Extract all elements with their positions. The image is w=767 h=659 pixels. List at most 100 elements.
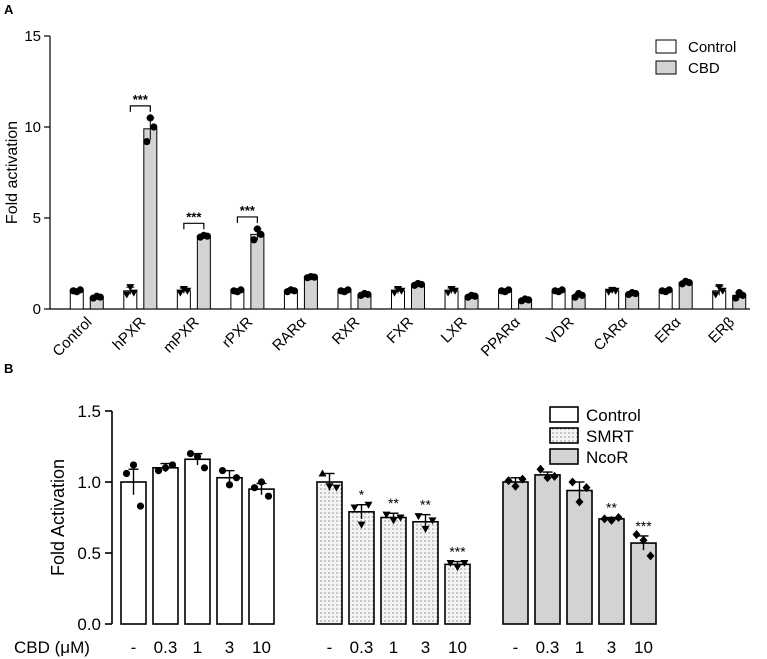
b-bar-ncor [566, 489, 593, 625]
b-bar-smrt [412, 520, 439, 625]
b-x-tick-label: 10 [634, 638, 653, 657]
b-y-tick-label: 0.5 [77, 544, 101, 563]
a-x-tick-label: LXR [438, 314, 471, 347]
b-x-tick-label: 0.3 [350, 638, 374, 657]
a-bar-cbd [303, 276, 318, 310]
b-data-point [511, 481, 520, 491]
b-data-point [318, 469, 327, 477]
a-legend-swatch-cbd [655, 60, 677, 75]
a-x-tick-label: ERβ [705, 314, 738, 347]
a-data-point [711, 291, 720, 299]
b-data-point [264, 492, 273, 500]
a-data-point [96, 293, 104, 301]
b-x-tick-label: - [513, 638, 519, 657]
panel-label-a: A [4, 2, 14, 17]
a-y-tick-label: 10 [24, 119, 41, 136]
b-bar-control [248, 488, 275, 625]
a-data-point [397, 287, 406, 295]
b-data-point [193, 452, 202, 461]
b-y-tick-label: 1.5 [77, 402, 101, 421]
b-data-point [607, 515, 616, 525]
b-data-point [460, 559, 469, 567]
b-data-point [600, 514, 609, 524]
b-legend-label-smrt: SMRT [586, 427, 634, 446]
b-bar-ncor [502, 481, 529, 625]
a-significance-bracket [183, 222, 205, 230]
b-x-tick-label: 3 [225, 638, 234, 657]
a-significance-label: *** [240, 203, 256, 218]
a-data-point [578, 291, 586, 299]
a-data-point [253, 225, 261, 233]
a-data-point [126, 284, 135, 292]
a-data-point [76, 286, 84, 294]
a-data-point [632, 289, 640, 298]
a-data-point [611, 287, 620, 295]
a-data-point [739, 291, 747, 299]
a-legend-label-cbd: CBD [688, 60, 720, 77]
a-data-point [471, 292, 479, 300]
b-data-point [446, 559, 455, 567]
b-bar-control [216, 476, 243, 625]
a-data-point [364, 290, 372, 299]
a-data-point [176, 289, 185, 297]
b-data-point [504, 476, 513, 486]
b-x-tick-label: 3 [607, 638, 616, 657]
b-legend-label-control: Control [586, 406, 641, 425]
b-data-point [225, 481, 234, 489]
b-data-point [168, 461, 177, 469]
a-data-point [685, 279, 693, 287]
b-data-point [582, 483, 591, 493]
b-data-point [632, 530, 641, 540]
b-bar-smrt [380, 516, 407, 625]
a-x-tick-label: PPARα [478, 314, 524, 360]
a-data-point [390, 289, 399, 297]
a-x-tick-label: VDR [543, 314, 578, 349]
a-data-point [257, 230, 265, 238]
a-data-point [290, 287, 299, 295]
b-data-point [325, 483, 334, 491]
b-legend-label-ncor: NcoR [586, 448, 629, 467]
b-data-point [550, 471, 559, 481]
b-data-point [364, 501, 373, 509]
a-data-point [447, 285, 456, 293]
a-data-point [524, 296, 533, 304]
b-x-tick-label: 3 [421, 638, 430, 657]
b-data-point [332, 484, 341, 492]
b-significance-label: *** [449, 544, 466, 560]
a-data-point [143, 137, 151, 146]
b-significance-label: *** [635, 518, 652, 534]
b-data-point [389, 517, 398, 525]
b-data-point [614, 513, 623, 522]
b-x-tick-label: - [327, 638, 333, 657]
a-data-point [183, 287, 192, 295]
a-x-tick-label: ERα [652, 314, 685, 347]
a-data-point [250, 236, 258, 244]
a-bar-cbd [250, 233, 265, 310]
a-data-point [310, 273, 319, 281]
a-data-point [394, 285, 402, 293]
b-significance-label: ** [388, 495, 399, 511]
b-legend-swatch-ncor [549, 448, 579, 465]
b-legend-swatch-smrt [549, 427, 579, 444]
b-data-point [232, 474, 241, 482]
a-x-tick-label: Control [49, 314, 95, 360]
b-data-point [396, 514, 405, 522]
panel-a-chart: 0 5 10 15 Fold activation Control hPXR mPXR rPXR… [4, 28, 750, 360]
a-y-tick-label: 0 [33, 301, 41, 318]
b-data-point [122, 469, 131, 478]
b-x-tick-label: 0.3 [154, 638, 178, 657]
a-data-point [451, 287, 460, 295]
b-data-point [543, 473, 552, 483]
a-data-point [203, 232, 211, 240]
a-x-tick-label: RXR [329, 314, 364, 349]
b-bar-smrt [348, 511, 375, 625]
b-data-point [186, 450, 195, 458]
a-x-tick-label: FXR [384, 314, 417, 347]
panel-label-b: B [4, 361, 13, 376]
a-data-point [417, 280, 426, 289]
a-data-point [444, 289, 453, 297]
b-data-point [129, 461, 138, 469]
b-data-point [357, 521, 366, 529]
